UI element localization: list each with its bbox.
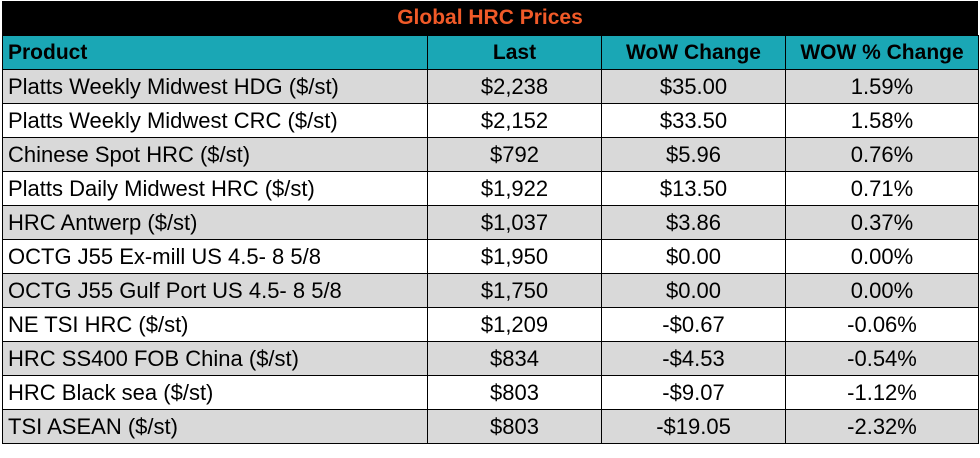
table-row: OCTG J55 Gulf Port US 4.5- 8 5/8 $1,750 …: [2, 273, 979, 308]
prices-grid: Product Last WoW Change WOW % Change Pla…: [2, 35, 979, 444]
cell-product: HRC Antwerp ($/st): [2, 205, 428, 240]
cell-last: $1,209: [427, 307, 602, 342]
cell-product: TSI ASEAN ($/st): [2, 409, 428, 444]
cell-last: $1,922: [427, 171, 602, 206]
table-row: Chinese Spot HRC ($/st) $792 $5.96 0.76%: [2, 137, 979, 172]
cell-product: Platts Weekly Midwest CRC ($/st): [2, 103, 428, 138]
cell-wow-change: $0.00: [601, 273, 786, 308]
cell-wow-pct: 0.76%: [785, 137, 979, 172]
cell-wow-pct: -2.32%: [785, 409, 979, 444]
cell-last: $1,950: [427, 239, 602, 274]
cell-last: $2,238: [427, 69, 602, 104]
cell-wow-change: -$9.07: [601, 375, 786, 410]
cell-wow-change: -$19.05: [601, 409, 786, 444]
cell-wow-change: $13.50: [601, 171, 786, 206]
table-row: Platts Weekly Midwest CRC ($/st) $2,152 …: [2, 103, 979, 138]
cell-product: Platts Daily Midwest HRC ($/st): [2, 171, 428, 206]
cell-wow-pct: 0.37%: [785, 205, 979, 240]
table-row: HRC Black sea ($/st) $803 -$9.07 -1.12%: [2, 375, 979, 410]
cell-product: Chinese Spot HRC ($/st): [2, 137, 428, 172]
table-row: Platts Weekly Midwest HDG ($/st) $2,238 …: [2, 69, 979, 104]
table-row: Platts Daily Midwest HRC ($/st) $1,922 $…: [2, 171, 979, 206]
cell-wow-change: $33.50: [601, 103, 786, 138]
table-row: NE TSI HRC ($/st) $1,209 -$0.67 -0.06%: [2, 307, 979, 342]
cell-last: $1,037: [427, 205, 602, 240]
cell-product: HRC SS400 FOB China ($/st): [2, 341, 428, 376]
cell-wow-pct: 1.58%: [785, 103, 979, 138]
cell-last: $792: [427, 137, 602, 172]
cell-wow-pct: 0.00%: [785, 273, 979, 308]
cell-wow-pct: 0.71%: [785, 171, 979, 206]
header-wow-change: WoW Change: [601, 35, 786, 70]
cell-wow-change: $3.86: [601, 205, 786, 240]
cell-product: HRC Black sea ($/st): [2, 375, 428, 410]
cell-last: $834: [427, 341, 602, 376]
hrc-prices-table: Global HRC Prices Product Last WoW Chang…: [2, 1, 979, 444]
cell-wow-pct: 1.59%: [785, 69, 979, 104]
cell-wow-change: $5.96: [601, 137, 786, 172]
header-wow-pct-change: WOW % Change: [785, 35, 979, 70]
cell-wow-pct: 0.00%: [785, 239, 979, 274]
table-title: Global HRC Prices: [2, 1, 978, 35]
cell-last: $803: [427, 409, 602, 444]
cell-wow-pct: -0.06%: [785, 307, 979, 342]
cell-last: $2,152: [427, 103, 602, 138]
cell-wow-change: $0.00: [601, 239, 786, 274]
table-row: HRC Antwerp ($/st) $1,037 $3.86 0.37%: [2, 205, 979, 240]
table-row: TSI ASEAN ($/st) $803 -$19.05 -2.32%: [2, 409, 979, 444]
cell-last: $803: [427, 375, 602, 410]
table-row: OCTG J55 Ex-mill US 4.5- 8 5/8 $1,950 $0…: [2, 239, 979, 274]
cell-wow-change: $35.00: [601, 69, 786, 104]
cell-product: NE TSI HRC ($/st): [2, 307, 428, 342]
table-row: HRC SS400 FOB China ($/st) $834 -$4.53 -…: [2, 341, 979, 376]
cell-wow-pct: -1.12%: [785, 375, 979, 410]
cell-wow-pct: -0.54%: [785, 341, 979, 376]
header-row: Product Last WoW Change WOW % Change: [2, 35, 979, 70]
header-last: Last: [427, 35, 602, 70]
cell-product: Platts Weekly Midwest HDG ($/st): [2, 69, 428, 104]
cell-wow-change: -$0.67: [601, 307, 786, 342]
cell-product: OCTG J55 Ex-mill US 4.5- 8 5/8: [2, 239, 428, 274]
header-product: Product: [2, 35, 428, 70]
cell-wow-change: -$4.53: [601, 341, 786, 376]
cell-product: OCTG J55 Gulf Port US 4.5- 8 5/8: [2, 273, 428, 308]
cell-last: $1,750: [427, 273, 602, 308]
